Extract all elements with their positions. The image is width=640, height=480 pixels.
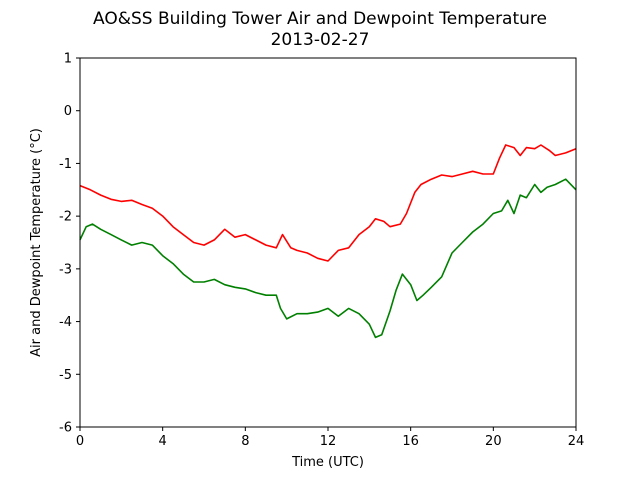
- y-axis-ticks: 1 0 -1 -2 -3 -4 -5 -6: [59, 52, 80, 436]
- y-tick-label: -6: [59, 421, 72, 436]
- y-tick-label: -3: [59, 262, 72, 277]
- y-tick-label: 1: [64, 52, 72, 67]
- x-tick-label: 24: [568, 434, 585, 449]
- x-tick-label: 12: [320, 434, 337, 449]
- y-tick-label: -4: [59, 315, 72, 330]
- y-tick-label: 0: [64, 104, 72, 119]
- y-axis-label: Air and Dewpoint Temperature (°C): [29, 128, 44, 357]
- x-tick-label: 4: [159, 434, 167, 449]
- series-layer: [79, 144, 577, 339]
- y-tick-label: -5: [59, 368, 72, 383]
- x-axis-label: Time (UTC): [291, 455, 364, 470]
- y-tick-label: -1: [59, 157, 72, 172]
- plot-frame: [79, 57, 577, 428]
- x-tick-label: 20: [485, 434, 502, 449]
- y-tick-label: -2: [59, 210, 72, 225]
- chart-title: AO&SS Building Tower Air and Dewpoint Te…: [93, 9, 547, 29]
- x-tick-label: 0: [76, 434, 84, 449]
- x-tick-label: 8: [241, 434, 249, 449]
- air-temperature-line: [79, 144, 577, 262]
- x-tick-label: 16: [402, 434, 419, 449]
- chart-subtitle: 2013-02-27: [271, 30, 370, 50]
- x-axis-ticks: 0 4 8 12 16 20 24: [76, 427, 584, 449]
- dewpoint-temperature-line: [79, 178, 577, 339]
